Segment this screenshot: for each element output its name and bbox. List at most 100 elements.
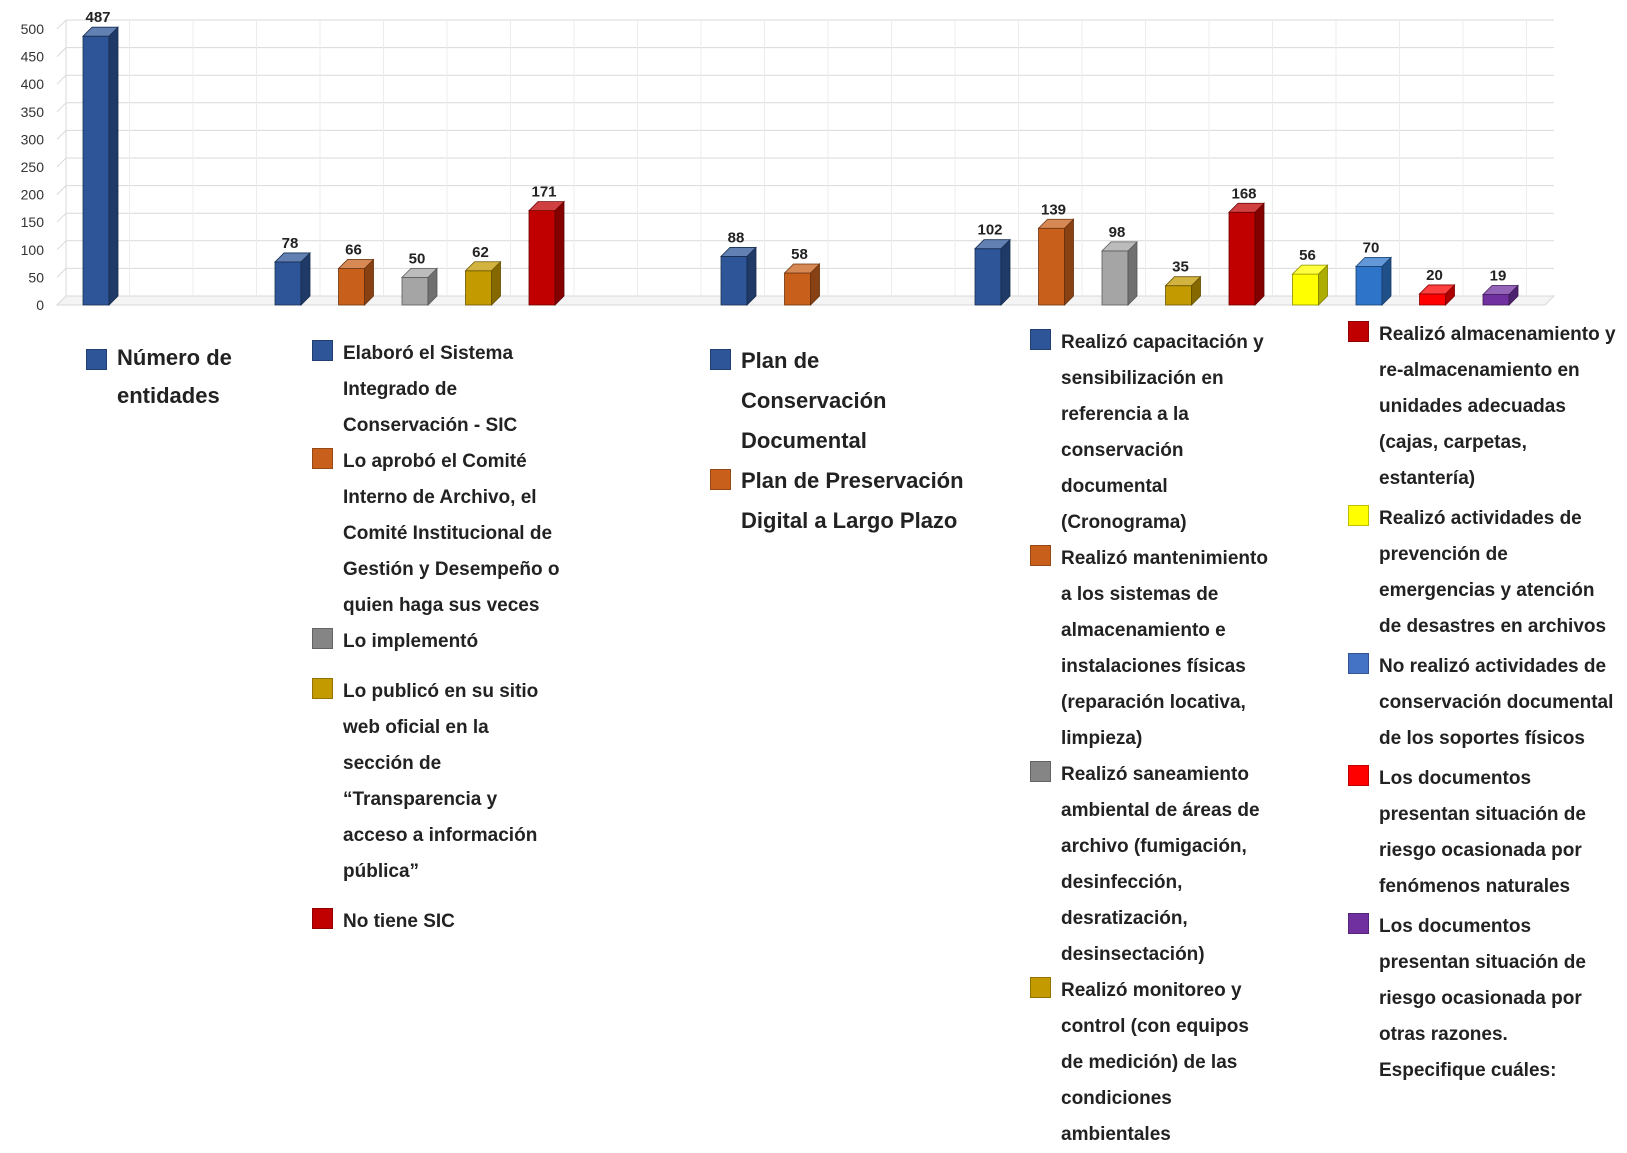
bar-side: [108, 26, 119, 306]
legend-swatch: [710, 349, 731, 370]
legend-swatch: [312, 340, 333, 361]
data-label: 139: [1041, 201, 1066, 218]
legend-item: Los documentos presentan situación de ri…: [1348, 909, 1618, 1089]
legend-label: Plan de Preservación Digital a Largo Pla…: [741, 468, 964, 533]
y-tick-label: 150: [21, 214, 45, 230]
legend-swatch: [312, 908, 333, 929]
bar-top: [1037, 218, 1075, 229]
gridline-side: [56, 185, 67, 195]
data-label: 66: [345, 242, 362, 259]
legend-item: Plan de Conservación Documental: [710, 341, 970, 461]
bar-front: [974, 248, 1002, 306]
y-tick-label: 400: [21, 76, 45, 92]
legend-item: Lo publicó en su sitio web oficial en la…: [312, 674, 562, 890]
bar-g4-3: [1101, 240, 1138, 306]
legend-label: Lo aprobó el Comité Interno de Archivo, …: [343, 451, 560, 616]
legend-label: Lo implementó: [343, 631, 479, 652]
bar-top: [401, 267, 438, 278]
bar-g3-2: [783, 263, 821, 306]
legend-item: Lo aprobó el Comité Interno de Archivo, …: [312, 444, 562, 624]
bar-g4-7: [1355, 256, 1392, 306]
legend-group-1: Número de entidades: [86, 339, 236, 415]
bar-top: [274, 252, 311, 263]
bar-g4-1: [974, 238, 1011, 306]
bar-front: [1355, 265, 1383, 306]
gridline-side: [56, 295, 67, 306]
legend-label: Los documentos presentan situación de ri…: [1379, 768, 1586, 897]
legend-item: No realizó actividades de conservación d…: [1348, 649, 1618, 757]
gridline-side: [56, 268, 67, 278]
legend-label: Realizó actividades de prevención de eme…: [1379, 508, 1607, 637]
legend-label: Plan de Conservación Documental: [741, 348, 887, 453]
bar-top: [528, 201, 565, 212]
legend-item: Realizó capacitación y sensibilización e…: [1030, 325, 1275, 541]
legend-group-2: Elaboró el Sistema Integrado de Conserva…: [312, 336, 562, 940]
legend-label: Realizó almacenamiento y re-almacenamien…: [1379, 324, 1616, 489]
bar-g4-4: [1164, 275, 1202, 306]
legend-label: Realizó monitoreo y control (con equipos…: [1061, 980, 1249, 1145]
legend-group-4a: Realizó capacitación y sensibilización e…: [1030, 325, 1275, 1153]
data-label: 58: [791, 246, 808, 263]
legend-item: Realizó mantenimiento a los sistemas de …: [1030, 541, 1275, 757]
y-tick-label: 300: [21, 131, 45, 147]
bar-top: [974, 239, 1011, 250]
data-label: 168: [1231, 185, 1256, 202]
bar-g1-1: [82, 26, 119, 306]
legend-label: Realizó mantenimiento a los sistemas de …: [1061, 548, 1268, 749]
bar-top: [1228, 202, 1265, 213]
bar-top: [1291, 264, 1329, 275]
bar-front: [1419, 293, 1446, 306]
bar-top: [1355, 256, 1392, 267]
legend-swatch: [1348, 653, 1369, 674]
legend-item: Elaboró el Sistema Integrado de Conserva…: [312, 336, 562, 444]
y-tick-label: 100: [21, 242, 45, 258]
legend-swatch: [1348, 321, 1369, 342]
data-label: 88: [728, 229, 745, 246]
bar-g2-1: [274, 251, 311, 306]
bar-g2-2: [337, 258, 375, 306]
bar-g2-4: [464, 260, 502, 306]
bar-front: [1228, 211, 1256, 306]
bar-side: [554, 200, 565, 306]
y-tick-label: 0: [36, 297, 44, 313]
bar-top: [720, 247, 757, 257]
bar-front: [1292, 273, 1319, 306]
bar-side: [1254, 202, 1265, 306]
bar-g4-2: [1037, 218, 1075, 306]
legend-swatch: [312, 678, 333, 699]
legend-item: Lo implementó: [312, 624, 562, 660]
legend-item: Plan de Preservación Digital a Largo Pla…: [710, 461, 970, 541]
gridline-side: [56, 130, 67, 140]
legend-item: Realizó monitoreo y control (con equipos…: [1030, 973, 1275, 1153]
legend-swatch: [1030, 545, 1051, 566]
legend-label: No tiene SIC: [343, 911, 455, 932]
bar-g4-9: [1482, 284, 1519, 306]
bar-side: [1000, 238, 1011, 306]
legend-swatch: [312, 628, 333, 649]
legend-swatch: [86, 349, 107, 370]
data-label: 20: [1426, 267, 1443, 284]
bar-g4-8: [1418, 283, 1456, 306]
bar-front: [1101, 250, 1129, 306]
legend-label: Los documentos presentan situación de ri…: [1379, 916, 1586, 1081]
bar-top: [783, 263, 821, 274]
legend-group-4b: Realizó almacenamiento y re-almacenamien…: [1348, 317, 1618, 1089]
bar-front: [274, 261, 302, 306]
legend-label: Realizó saneamiento ambiental de áreas d…: [1061, 764, 1260, 965]
bar-side: [1064, 218, 1074, 306]
legend-item: No tiene SIC: [312, 904, 562, 940]
bar-front: [465, 270, 492, 306]
bar-top: [337, 259, 375, 269]
gridline-side: [56, 74, 67, 85]
bar-top: [1482, 285, 1519, 295]
bar-front: [528, 210, 556, 306]
data-label: 19: [1490, 268, 1507, 285]
y-tick-label: 450: [21, 49, 45, 65]
y-tick-label: 200: [21, 187, 45, 203]
bar-top: [1101, 241, 1138, 252]
y-tick-label: 350: [21, 104, 45, 120]
bars: [82, 26, 1519, 306]
gridline-side: [56, 240, 67, 251]
bar-g3-1: [720, 246, 757, 306]
data-label: 50: [409, 250, 426, 267]
